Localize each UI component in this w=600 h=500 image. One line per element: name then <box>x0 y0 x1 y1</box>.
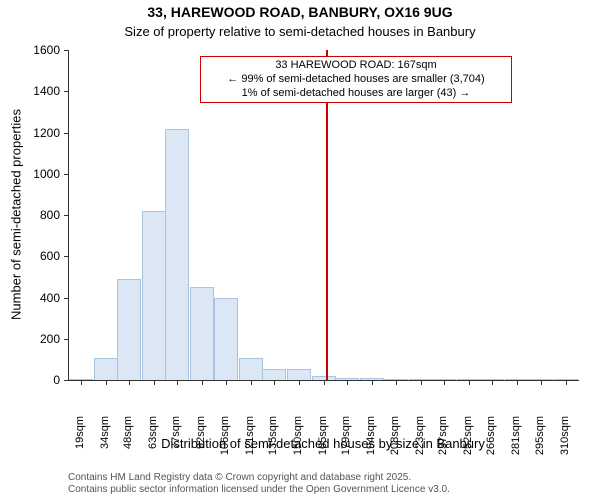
x-tick-label: 77sqm <box>170 416 182 466</box>
x-tick-label: 310sqm <box>559 416 571 466</box>
x-tick-label: 223sqm <box>414 416 426 466</box>
x-tick-line <box>251 380 252 385</box>
x-tick-label: 237sqm <box>437 416 449 466</box>
x-tick-line <box>324 380 325 385</box>
x-tick-label: 150sqm <box>292 416 304 466</box>
annotation-line: 1% of semi-detached houses are larger (4… <box>205 87 507 101</box>
histogram-bar <box>287 369 311 380</box>
histogram-bar <box>239 358 263 380</box>
x-tick-line <box>299 380 300 385</box>
x-tick-line <box>106 380 107 385</box>
y-tick-line <box>64 256 69 257</box>
footer-line: Contains HM Land Registry data © Crown c… <box>68 472 450 484</box>
x-tick-line <box>274 380 275 385</box>
chart-title-main: 33, HAREWOOD ROAD, BANBURY, OX16 9UG <box>0 4 600 20</box>
y-tick-line <box>64 50 69 51</box>
x-tick-label: 48sqm <box>122 416 134 466</box>
annotation-line: ← 99% of semi-detached houses are smalle… <box>205 73 507 87</box>
x-tick-label: 63sqm <box>147 416 159 466</box>
y-tick-label: 1400 <box>10 84 60 98</box>
histogram-bar <box>214 298 238 381</box>
x-tick-label: 34sqm <box>99 416 111 466</box>
footer-attribution: Contains HM Land Registry data © Crown c… <box>68 472 450 496</box>
annotation-box: 33 HAREWOOD ROAD: 167sqm← 99% of semi-de… <box>200 56 512 103</box>
histogram-bar <box>94 358 118 380</box>
y-tick-label: 200 <box>10 332 60 346</box>
x-tick-label: 165sqm <box>317 416 329 466</box>
footer-line: Contains public sector information licen… <box>68 484 450 496</box>
histogram-bar <box>190 287 214 380</box>
chart-container: 33, HAREWOOD ROAD, BANBURY, OX16 9UG Siz… <box>0 0 600 500</box>
y-tick-line <box>64 91 69 92</box>
x-tick-label: 106sqm <box>219 416 231 466</box>
x-tick-line <box>492 380 493 385</box>
x-tick-label: 252sqm <box>462 416 474 466</box>
x-tick-line <box>372 380 373 385</box>
y-tick-line <box>64 339 69 340</box>
x-tick-line <box>566 380 567 385</box>
y-tick-label: 400 <box>10 291 60 305</box>
y-tick-line <box>64 298 69 299</box>
x-tick-line <box>81 380 82 385</box>
x-tick-label: 135sqm <box>267 416 279 466</box>
y-tick-line <box>64 174 69 175</box>
x-tick-line <box>154 380 155 385</box>
histogram-bar <box>262 369 286 380</box>
y-tick-label: 800 <box>10 208 60 222</box>
y-tick-line <box>64 380 69 381</box>
y-tick-label: 600 <box>10 249 60 263</box>
histogram-bar <box>142 211 166 380</box>
x-tick-label: 121sqm <box>244 416 256 466</box>
y-tick-label: 0 <box>10 373 60 387</box>
histogram-bar <box>117 279 141 380</box>
x-tick-line <box>541 380 542 385</box>
y-tick-label: 1200 <box>10 126 60 140</box>
y-tick-line <box>64 215 69 216</box>
x-tick-line <box>347 380 348 385</box>
x-tick-line <box>177 380 178 385</box>
x-tick-line <box>517 380 518 385</box>
chart-title-sub: Size of property relative to semi-detach… <box>0 24 600 39</box>
x-tick-line <box>444 380 445 385</box>
x-tick-label: 194sqm <box>365 416 377 466</box>
x-tick-label: 281sqm <box>510 416 522 466</box>
x-tick-label: 179sqm <box>340 416 352 466</box>
annotation-line: 33 HAREWOOD ROAD: 167sqm <box>205 59 507 73</box>
x-tick-line <box>202 380 203 385</box>
x-tick-label: 295sqm <box>534 416 546 466</box>
y-tick-label: 1000 <box>10 167 60 181</box>
x-tick-line <box>226 380 227 385</box>
x-tick-label: 208sqm <box>389 416 401 466</box>
x-tick-label: 19sqm <box>74 416 86 466</box>
y-tick-label: 1600 <box>10 43 60 57</box>
x-tick-line <box>129 380 130 385</box>
x-tick-label: 92sqm <box>195 416 207 466</box>
x-tick-line <box>396 380 397 385</box>
x-tick-line <box>421 380 422 385</box>
x-tick-label: 266sqm <box>485 416 497 466</box>
histogram-bar <box>165 129 189 380</box>
y-tick-line <box>64 133 69 134</box>
x-tick-line <box>469 380 470 385</box>
